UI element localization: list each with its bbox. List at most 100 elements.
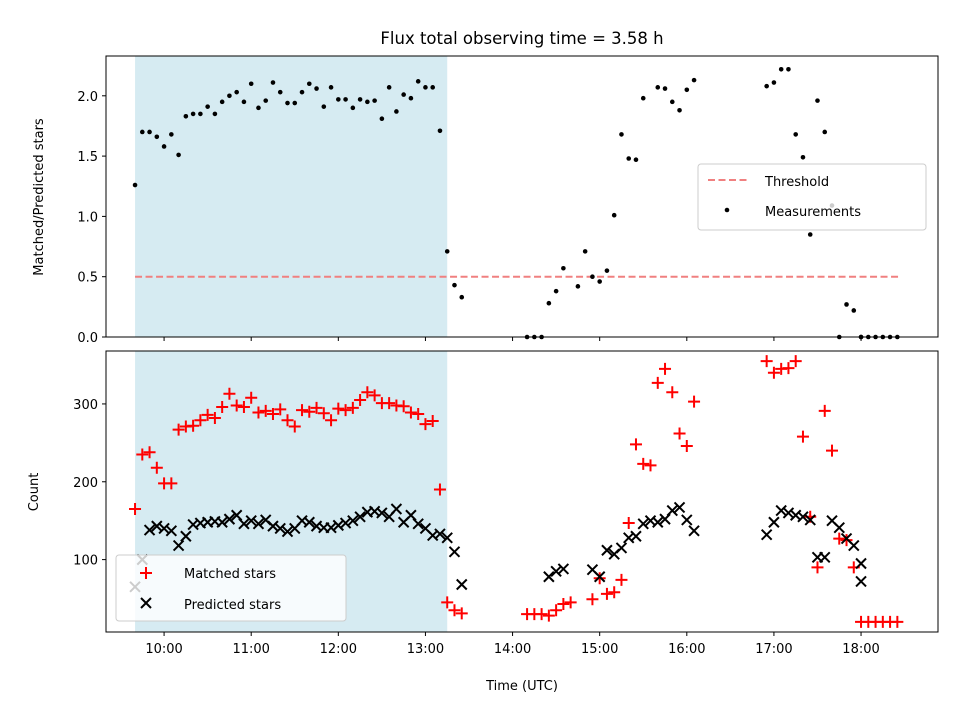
matched-star-point: [129, 503, 142, 516]
matched-star-point: [208, 411, 221, 424]
measurement-point: [401, 92, 406, 97]
bottom-y-tick-label: 300: [73, 398, 98, 413]
matched-star-point: [840, 534, 853, 547]
top-y-tick-label: 1.5: [77, 150, 98, 165]
predicted-star-point: [347, 514, 359, 527]
predicted-star-point: [448, 546, 461, 558]
measurement-point: [561, 265, 566, 271]
predicted-star-point: [354, 511, 366, 523]
measurement-point: [270, 80, 276, 85]
measurement-point: [350, 105, 356, 111]
predicted-star-point: [303, 516, 315, 528]
measurement-point: [640, 95, 646, 101]
measurement-point: [147, 129, 152, 135]
predicted-star-point: [238, 518, 250, 530]
measurement-point: [357, 97, 363, 102]
measurement-point: [263, 98, 269, 103]
measurement-point: [771, 80, 777, 85]
bottom-panel: 100 200 300 10:00 11:00 12:00 13:00 14:00 15:00 1…: [27, 350, 939, 694]
matched-star-point: [666, 386, 679, 399]
matched-star-point: [767, 366, 780, 379]
predicted-star-point: [804, 514, 816, 526]
measurement-point: [234, 89, 239, 95]
x-tick-label: 13:00: [407, 642, 444, 657]
measurement-point: [161, 144, 167, 149]
measurement-point: [815, 98, 820, 103]
matched-star-point: [608, 586, 621, 599]
measurement-point: [386, 85, 392, 90]
matched-star-point: [346, 401, 359, 414]
predicted-star-point: [245, 514, 257, 527]
bottom-legend: Matched stars Predicted stars: [115, 554, 347, 622]
predicted-star-point: [332, 519, 345, 532]
measurement-point: [786, 66, 791, 72]
predicted-star-point: [782, 507, 795, 519]
matched-star-point: [811, 561, 824, 574]
measurement-point: [662, 86, 668, 91]
top-y-tick-label: 0.5: [77, 271, 98, 286]
measurement-point: [793, 132, 799, 137]
predicted-legend-label: Predicted stars: [184, 598, 281, 613]
matched-star-point: [833, 532, 846, 545]
matched-star-point: [782, 362, 795, 375]
predicted-star-point: [441, 532, 453, 544]
matched-star-point: [680, 439, 693, 452]
x-tick-label: 10:00: [145, 642, 182, 657]
measurement-point: [764, 83, 769, 89]
measurement-point: [190, 111, 196, 117]
predicted-star-point: [158, 522, 170, 535]
matched-star-point: [288, 420, 301, 433]
x-tick-label: 18:00: [842, 642, 879, 657]
predicted-star-point: [557, 563, 570, 575]
measurement-point: [227, 93, 232, 99]
predicted-legend-swatch: [140, 597, 152, 609]
measurement-point: [140, 129, 145, 135]
matched-star-point: [136, 448, 149, 461]
matched-star-point: [637, 457, 650, 470]
measurement-point: [423, 85, 428, 90]
x-tick-label: 12:00: [320, 642, 357, 657]
matched-star-point: [789, 355, 802, 368]
top-legend: Threshold Measurements: [697, 163, 927, 231]
top-y-axis-label: Matched/Predicted stars: [32, 118, 47, 276]
matched-star-point: [644, 459, 657, 472]
measurement-point: [132, 182, 138, 188]
predicted-star-point: [666, 504, 678, 517]
matched-star-point: [230, 399, 243, 412]
predicted-star-point: [223, 513, 236, 525]
measurement-point: [256, 105, 261, 111]
predicted-star-point: [673, 501, 686, 514]
predicted-star-point: [216, 516, 228, 528]
measurement-point: [582, 249, 588, 254]
matched-star-point: [361, 386, 374, 399]
matched-star-point: [542, 609, 555, 622]
measurement-point: [176, 152, 181, 158]
matched-star-point: [252, 406, 265, 419]
measurement-point: [590, 274, 595, 279]
predicted-star-point: [855, 557, 867, 570]
matched-star-point: [383, 397, 396, 410]
measurement-point: [183, 114, 189, 119]
matched-star-point: [310, 401, 323, 414]
top-plot-area: 0.0 0.5 1.0 1.5 2.0: [77, 55, 939, 346]
measurement-point: [633, 157, 639, 163]
predicted-star-point: [819, 551, 831, 563]
measurement-point: [669, 99, 675, 105]
x-tick-label: 15:00: [581, 642, 618, 657]
matched-star-point: [223, 387, 236, 400]
predicted-star-point: [593, 571, 606, 583]
matched-star-point: [259, 404, 272, 417]
top-observing-window-shade: [135, 56, 448, 337]
matched-star-point: [150, 461, 163, 474]
predicted-star-point: [637, 518, 649, 530]
predicted-star-point: [180, 530, 192, 542]
predicted-star-point: [833, 521, 845, 534]
top-y-tick-label: 2.0: [77, 90, 98, 105]
measurement-point: [459, 294, 465, 300]
predicted-star-point: [325, 521, 337, 534]
matched-star-point: [557, 597, 570, 610]
measurement-point: [394, 109, 399, 114]
matched-star-point: [354, 394, 367, 407]
matched-star-point: [615, 573, 628, 586]
